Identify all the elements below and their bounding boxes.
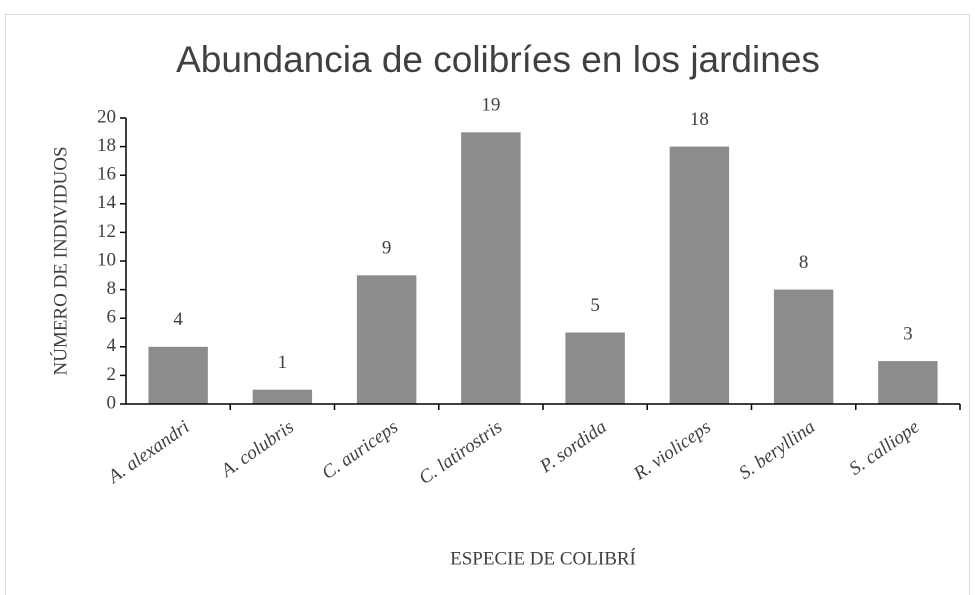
y-axis-label: NÚMERO DE INDIVIDUOS [49, 146, 71, 375]
y-tick-label: 18 [97, 135, 116, 156]
bar [252, 389, 313, 404]
y-tick-label: 8 [107, 278, 117, 299]
y-tick-label: 20 [97, 106, 116, 127]
x-axis-label: ESPECIE DE COLIBRÍ [450, 547, 636, 569]
data-label: 4 [173, 309, 183, 330]
data-label: 1 [278, 352, 288, 373]
data-label: 3 [903, 323, 913, 344]
data-label: 8 [799, 252, 809, 273]
data-label: 9 [382, 238, 392, 259]
y-tick-label: 10 [97, 249, 116, 270]
y-tick-label: 14 [97, 192, 117, 213]
bar [669, 146, 730, 404]
chart-title: Abundancia de colibríes en los jardines [176, 39, 820, 80]
bar [356, 275, 417, 404]
bar [773, 289, 834, 404]
data-label: 5 [590, 295, 600, 316]
data-label: 18 [690, 109, 709, 130]
y-tick-label: 12 [97, 221, 116, 242]
y-tick-label: 6 [107, 307, 117, 328]
data-label: 19 [481, 95, 500, 116]
y-tick-label: 2 [107, 364, 117, 385]
y-tick-label: 4 [107, 335, 117, 356]
bar [461, 132, 521, 405]
y-tick-label: 0 [107, 392, 117, 413]
bar [878, 361, 938, 404]
y-tick-label: 16 [97, 164, 116, 185]
bar [148, 346, 208, 404]
bar [565, 332, 625, 404]
